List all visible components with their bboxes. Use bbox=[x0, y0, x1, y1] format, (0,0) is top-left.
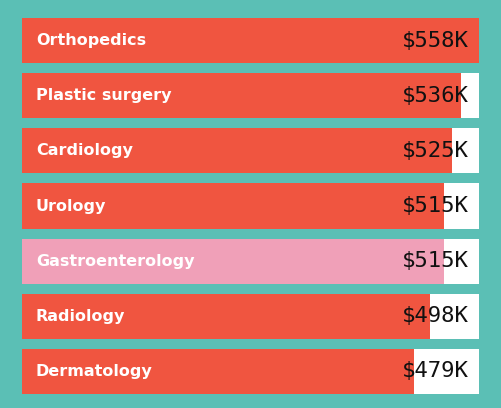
Text: $558K: $558K bbox=[402, 31, 469, 51]
Text: Dermatology: Dermatology bbox=[36, 364, 153, 379]
Bar bbox=[22, 184, 479, 228]
Text: Urology: Urology bbox=[36, 199, 106, 213]
Bar bbox=[22, 128, 452, 173]
Text: $515K: $515K bbox=[402, 196, 469, 216]
Bar bbox=[22, 239, 444, 284]
Bar bbox=[22, 294, 430, 339]
Bar bbox=[22, 349, 479, 394]
Text: $479K: $479K bbox=[402, 361, 469, 381]
Bar bbox=[22, 73, 461, 118]
Bar bbox=[22, 349, 414, 394]
Bar bbox=[22, 18, 479, 63]
Text: Gastroenterology: Gastroenterology bbox=[36, 254, 194, 268]
Bar bbox=[22, 184, 444, 228]
Text: Plastic surgery: Plastic surgery bbox=[36, 88, 171, 103]
Bar bbox=[22, 18, 479, 63]
Text: Radiology: Radiology bbox=[36, 309, 125, 324]
Bar bbox=[22, 128, 479, 173]
Bar bbox=[22, 294, 479, 339]
Text: Cardiology: Cardiology bbox=[36, 143, 133, 158]
Text: $498K: $498K bbox=[402, 306, 469, 326]
Bar bbox=[22, 239, 479, 284]
Text: $515K: $515K bbox=[402, 251, 469, 271]
Bar bbox=[22, 73, 479, 118]
Text: $525K: $525K bbox=[402, 141, 469, 161]
Text: Orthopedics: Orthopedics bbox=[36, 33, 146, 48]
Text: $536K: $536K bbox=[402, 86, 469, 106]
